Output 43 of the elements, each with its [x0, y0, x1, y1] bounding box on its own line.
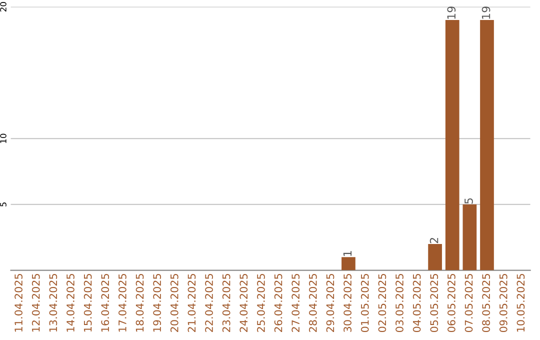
- x-tick-label: 28.04.2025: [308, 274, 317, 332]
- data-label: 5: [464, 198, 473, 204]
- x-tick-label: 12.04.2025: [32, 274, 40, 332]
- x-tick-label: 21.04.2025: [188, 274, 196, 332]
- x-tick-label: 04.05.2025: [412, 274, 421, 332]
- x-tick-label: 15.04.2025: [84, 274, 92, 332]
- data-label: 2: [430, 238, 438, 244]
- x-tick-label: 11.04.2025: [14, 274, 22, 332]
- x-tick-label: 02.05.2025: [378, 274, 386, 332]
- bar: [445, 20, 460, 270]
- x-tick-label: 22.04.2025: [205, 274, 213, 332]
- x-tick-label: 17.04.2025: [118, 274, 126, 332]
- x-tick-label: 09.05.2025: [499, 274, 508, 332]
- x-tick-label: 18.04.2025: [136, 274, 144, 332]
- x-tick-label: 05.05.2025: [430, 274, 438, 332]
- x-tick-label: 29.04.2025: [326, 274, 334, 332]
- bar: [480, 20, 494, 270]
- x-tick-label: 13.04.2025: [49, 274, 58, 332]
- x-tick-label: 25.04.2025: [257, 274, 265, 332]
- bar: [462, 204, 477, 270]
- x-tick-label: 24.04.2025: [240, 274, 248, 332]
- x-tick-label: 16.04.2025: [101, 274, 110, 332]
- x-tick-label: 10.05.2025: [516, 274, 525, 332]
- data-label: 19: [482, 6, 490, 19]
- y-tick-label: 5: [0, 202, 6, 206]
- x-tick-label: 06.05.2025: [448, 274, 456, 332]
- x-tick-label: 20.04.2025: [170, 274, 178, 332]
- bar: [342, 257, 356, 270]
- x-tick-label: 23.04.2025: [222, 274, 230, 332]
- y-tick-label: 10: [0, 134, 6, 143]
- x-tick-label: 03.05.2025: [396, 274, 404, 332]
- x-tick-label: 14.04.2025: [66, 274, 74, 332]
- x-tick-label: 01.05.2025: [360, 274, 369, 332]
- x-tick-label: 19.04.2025: [153, 274, 162, 332]
- data-label: 1: [343, 251, 352, 256]
- y-tick-label: 20: [0, 2, 6, 12]
- x-tick-label: 26.04.2025: [274, 274, 282, 332]
- data-label: 19: [447, 6, 456, 19]
- x-tick-label: 07.05.2025: [464, 274, 473, 332]
- bar: [428, 244, 442, 270]
- x-tick-label: 27.04.2025: [292, 274, 300, 332]
- x-tick-label: 08.05.2025: [482, 274, 490, 332]
- x-tick-label: 30.04.2025: [344, 274, 352, 332]
